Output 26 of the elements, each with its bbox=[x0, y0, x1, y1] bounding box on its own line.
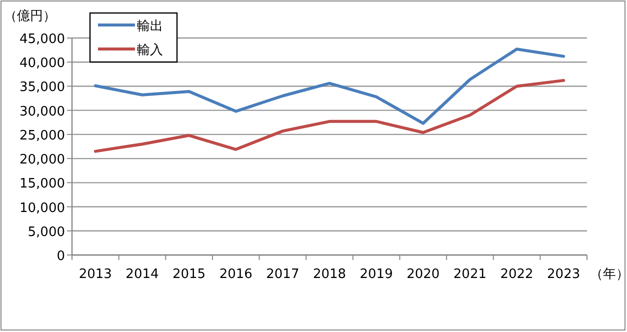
x-tick-label: 2016 bbox=[219, 267, 252, 282]
x-tick-label: 2013 bbox=[78, 267, 112, 282]
x-tick-label: 2020 bbox=[406, 267, 440, 282]
y-tick-label: 35,000 bbox=[20, 80, 65, 96]
legend-label: 輸入 bbox=[137, 43, 163, 58]
y-axis-title: （億円） bbox=[4, 9, 56, 24]
x-axis-title: （年） bbox=[590, 267, 627, 282]
y-tick-label: 15,000 bbox=[20, 176, 65, 192]
x-tick-label: 2023 bbox=[547, 267, 580, 282]
x-tick-label: 2017 bbox=[266, 267, 300, 282]
x-tick-label: 2022 bbox=[500, 267, 534, 282]
x-tick-label: 2015 bbox=[172, 267, 206, 282]
y-tick-label: 30,000 bbox=[20, 104, 65, 120]
y-tick-label: 40,000 bbox=[20, 56, 65, 72]
y-tick-label: 25,000 bbox=[20, 128, 65, 144]
line-series bbox=[94, 78, 566, 153]
y-tick-label: 45,000 bbox=[20, 32, 65, 47]
y-tick-label: 5,000 bbox=[28, 224, 65, 240]
x-tick-label: 2018 bbox=[312, 267, 346, 282]
y-tick-label: 0 bbox=[56, 249, 65, 264]
x-tick-label: 2019 bbox=[360, 267, 393, 282]
y-tick-label: 10,000 bbox=[20, 200, 65, 216]
x-tick-label: 2021 bbox=[453, 267, 486, 282]
legend-label: 輸出 bbox=[137, 19, 163, 34]
x-tick-label: 2014 bbox=[126, 267, 159, 282]
y-tick-label: 20,000 bbox=[20, 152, 65, 168]
